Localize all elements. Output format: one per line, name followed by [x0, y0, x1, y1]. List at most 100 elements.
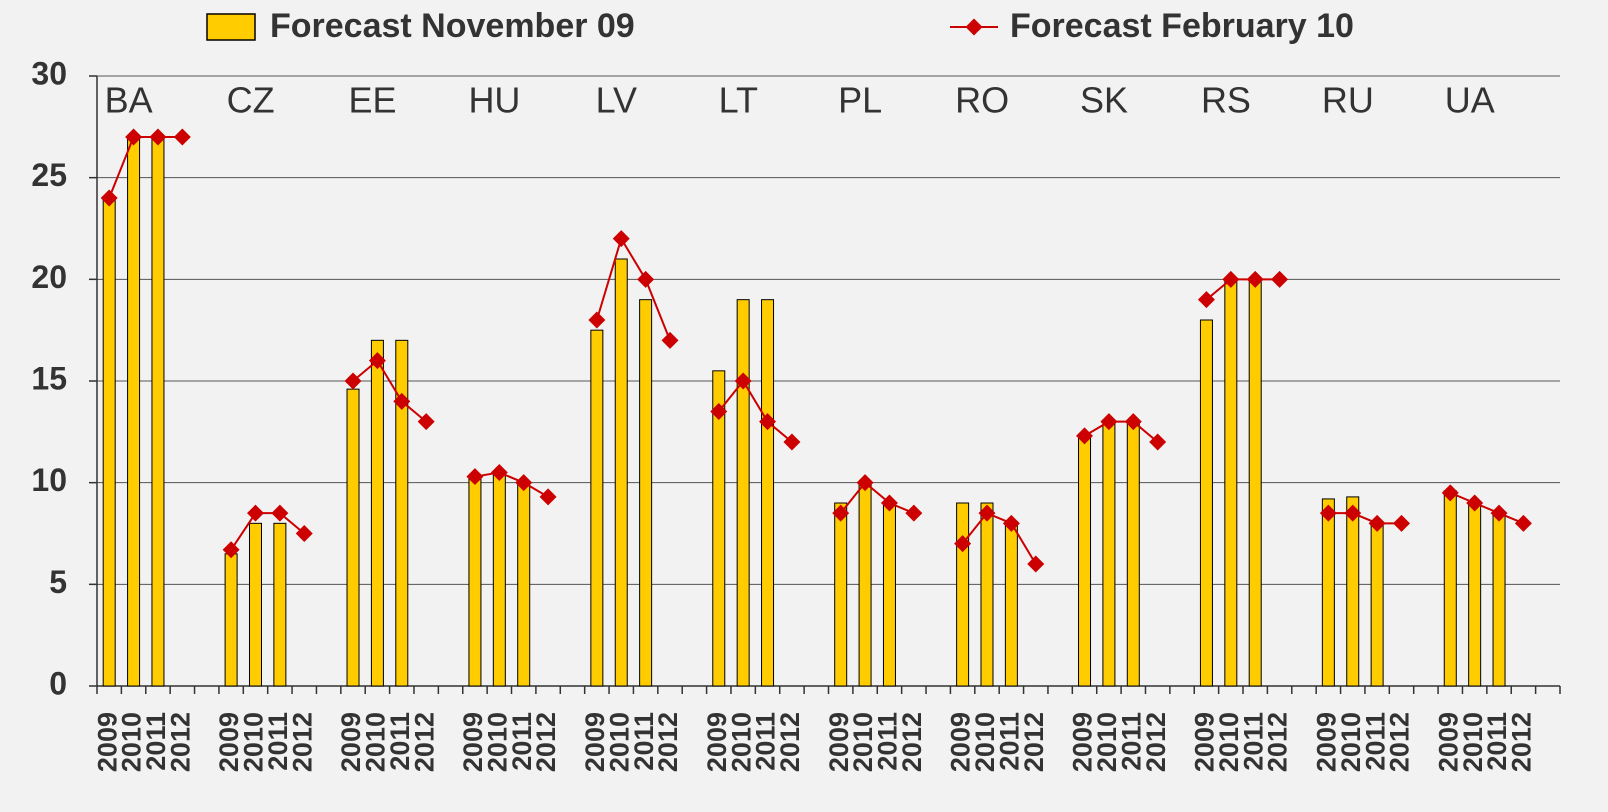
line-marker	[173, 128, 191, 146]
x-tick-label: 2011	[751, 712, 781, 771]
x-tick-label: 2009	[946, 712, 976, 772]
x-tick-label: 2010	[604, 712, 634, 772]
x-tick-label: 2011	[1482, 712, 1512, 771]
line	[961, 511, 1037, 565]
x-tick-label: 2012	[1507, 712, 1537, 772]
group-label: EE	[349, 80, 397, 121]
line-marker	[783, 433, 801, 451]
x-tick-label: 2009	[1433, 712, 1463, 772]
bar	[273, 522, 287, 687]
y-tick-label: 5	[49, 564, 67, 600]
x-tick-label: 2012	[531, 712, 561, 772]
bar	[761, 299, 775, 687]
bar	[1224, 278, 1238, 687]
x-tick-label: 2011	[1116, 712, 1146, 771]
bar	[882, 502, 896, 687]
x-tick-label: 2012	[1263, 712, 1293, 772]
line-marker	[759, 413, 777, 431]
group-label: LT	[719, 80, 758, 121]
bar	[1492, 512, 1506, 687]
line	[1449, 491, 1524, 525]
line	[474, 471, 549, 498]
line	[839, 481, 915, 515]
x-tick-label: 2009	[336, 712, 366, 772]
group-label: PL	[838, 80, 882, 121]
bar	[1346, 496, 1360, 687]
line-marker	[149, 128, 167, 146]
line-marker	[710, 403, 728, 420]
x-tick-label: 2011	[1360, 712, 1390, 771]
x-tick-label: 2011	[141, 712, 171, 771]
bar	[370, 339, 384, 687]
bar	[590, 329, 604, 687]
bar	[1102, 421, 1116, 687]
bar	[1370, 522, 1384, 687]
legend-swatch-bar	[206, 13, 256, 41]
line	[352, 359, 427, 423]
line-marker	[539, 488, 557, 506]
group-label: LV	[596, 80, 637, 121]
x-tick-label: 2010	[848, 712, 878, 772]
x-tick-label: 2010	[361, 712, 391, 772]
x-tick-label: 2011	[385, 712, 415, 771]
bar	[980, 502, 994, 687]
x-tick-label: 2010	[1458, 712, 1488, 772]
group-label: RS	[1201, 80, 1251, 121]
line-marker	[100, 189, 118, 207]
group-label: BA	[105, 80, 153, 121]
bar	[1004, 522, 1018, 687]
x-tick-label: 2012	[1385, 712, 1415, 772]
group-label: CZ	[227, 80, 275, 121]
bar	[151, 136, 165, 687]
x-tick-label: 2010	[726, 712, 756, 772]
x-tick-label: 2010	[1092, 712, 1122, 772]
bar	[834, 502, 848, 687]
bar	[248, 522, 262, 687]
line-marker	[637, 270, 655, 288]
x-tick-label: 2012	[287, 712, 317, 772]
y-tick-label: 20	[31, 259, 67, 295]
x-tick-label: 2009	[702, 712, 732, 772]
legend-label: Forecast February 10	[1010, 7, 1354, 45]
bar	[712, 370, 726, 687]
line-marker	[880, 494, 898, 512]
line-marker	[417, 413, 435, 431]
line-marker	[734, 372, 752, 390]
line-marker	[1514, 514, 1532, 532]
x-tick-label: 2012	[897, 712, 927, 772]
x-tick-label: 2011	[507, 712, 537, 771]
legend-marker	[965, 18, 983, 36]
bar	[858, 482, 872, 687]
bar	[1199, 319, 1213, 687]
bar	[346, 388, 360, 687]
bar	[468, 476, 482, 687]
group-label: RO	[955, 80, 1009, 121]
x-tick-label: 2012	[653, 712, 683, 772]
y-tick-label: 10	[31, 462, 67, 498]
x-tick-label: 2009	[1068, 712, 1098, 772]
x-tick-label: 2009	[214, 712, 244, 772]
x-tick-label: 2011	[873, 712, 903, 771]
y-tick-label: 0	[49, 665, 67, 701]
line-marker	[368, 352, 386, 370]
x-tick-label: 2012	[1141, 712, 1171, 772]
line-marker	[222, 541, 240, 559]
x-tick-label: 2010	[239, 712, 269, 772]
group-label: HU	[468, 80, 520, 121]
line	[1205, 278, 1280, 301]
x-tick-label: 2009	[1311, 712, 1341, 772]
group-label: UA	[1445, 80, 1495, 121]
bar	[395, 339, 409, 687]
line-marker	[295, 525, 313, 542]
y-tick-label: 25	[31, 157, 67, 193]
x-tick-label: 2010	[117, 712, 147, 772]
bar	[1078, 435, 1092, 687]
x-tick-label: 2011	[1238, 712, 1268, 771]
line-marker	[490, 464, 508, 481]
line	[108, 136, 183, 199]
line-marker	[1027, 555, 1045, 573]
bar	[224, 553, 238, 687]
bar	[127, 136, 141, 687]
x-tick-label: 2009	[824, 712, 854, 772]
line	[1084, 420, 1159, 443]
